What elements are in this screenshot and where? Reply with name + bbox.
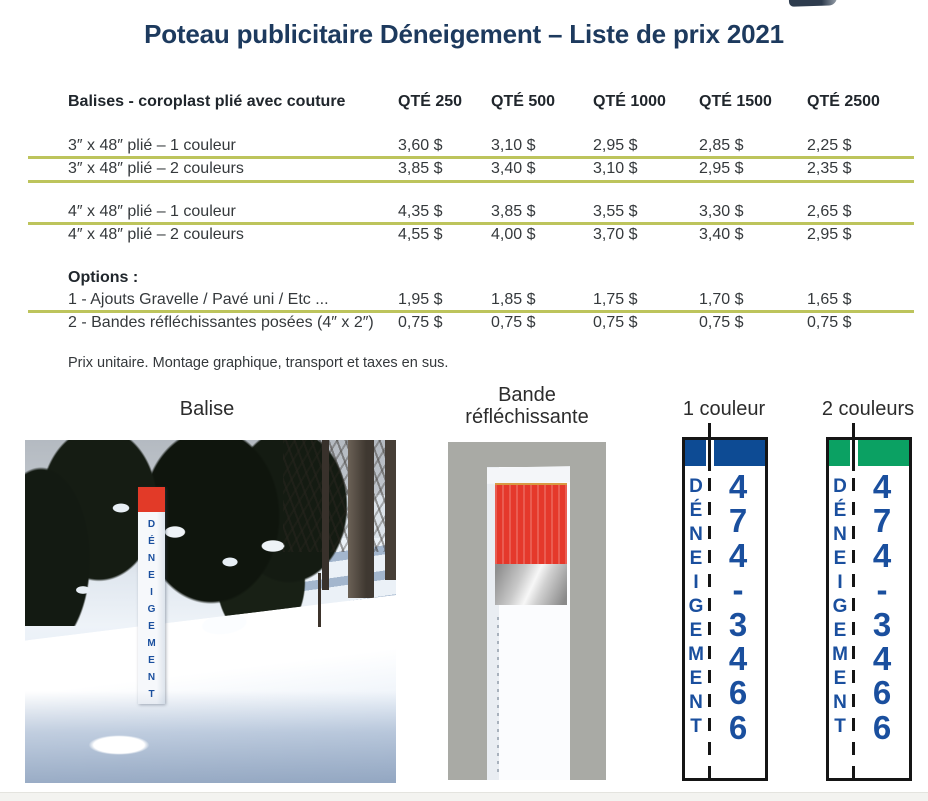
- bande-post-seam: [497, 617, 499, 775]
- photo-bare-branches: [283, 440, 396, 552]
- table-row-option: 2 - Bandes réfléchissantes posées (4″ x …: [68, 312, 918, 334]
- row-label: 1 - Ajouts Gravelle / Pavé uni / Etc ...: [68, 291, 329, 308]
- price-cell: 4,35 $: [398, 203, 443, 220]
- two-colours-caption: 2 couleurs: [821, 398, 915, 420]
- price-cell: 1,65 $: [807, 291, 852, 308]
- price-cell: 1,95 $: [398, 291, 443, 308]
- bande-post: [487, 466, 570, 780]
- reflective-silver-band: [495, 564, 567, 605]
- qty-column-header: QTÉ 250: [398, 93, 463, 110]
- price-cell: 1,75 $: [593, 291, 638, 308]
- price-cell: 1,85 $: [491, 291, 536, 308]
- table-header-label: Balises - coroplast plié avec couture: [68, 93, 346, 110]
- page-bottom-strip: [0, 792, 928, 801]
- price-cell: 3,10 $: [491, 137, 536, 154]
- page-corner-artifact: [788, 0, 838, 7]
- pricing-note: Prix unitaire. Montage graphique, transp…: [68, 355, 449, 371]
- balise-caption: Balise: [179, 398, 235, 420]
- photo-tree-trunk: [322, 440, 329, 590]
- price-cell: 2,85 $: [699, 137, 744, 154]
- price-cell: 3,30 $: [699, 203, 744, 220]
- price-cell: 2,35 $: [807, 160, 852, 177]
- page-title: Poteau publicitaire Déneigement – Liste …: [144, 19, 784, 49]
- fold-line-dashed: [708, 478, 711, 778]
- price-cell: 3,85 $: [398, 160, 443, 177]
- price-cell: 3,40 $: [491, 160, 536, 177]
- row-label: 3″ x 48″ plié – 2 couleurs: [68, 160, 244, 177]
- photo-stick: [318, 573, 321, 627]
- post-header-blue-block: [685, 440, 765, 466]
- price-cell: 0,75 $: [491, 314, 536, 331]
- divider-line: [28, 156, 914, 159]
- fold-line-dashed: [852, 478, 855, 778]
- post-header-green-block: [829, 440, 909, 466]
- price-cell: 3,85 $: [491, 203, 536, 220]
- photo-tree-trunk: [385, 440, 396, 580]
- divider-line: [28, 310, 914, 313]
- table-row: 4″ x 48″ plié – 1 couleur 4,35 $ 3,85 $ …: [68, 201, 918, 223]
- price-cell: 4,55 $: [398, 226, 443, 243]
- price-cell: 3,55 $: [593, 203, 638, 220]
- table-row: 3″ x 48″ plié – 1 couleur 3,60 $ 3,10 $ …: [68, 135, 918, 157]
- table-row: 3″ x 48″ plié – 2 couleurs 3,85 $ 3,40 $…: [68, 158, 918, 180]
- price-cell: 2,25 $: [807, 137, 852, 154]
- photo-sunlit-patch: [73, 729, 165, 761]
- photo-tree-trunk: [348, 440, 374, 598]
- row-label: 4″ x 48″ plié – 1 couleur: [68, 203, 236, 220]
- fold-line-top: [852, 423, 855, 471]
- row-label: 2 - Bandes réfléchissantes posées (4″ x …: [68, 314, 374, 331]
- price-cell: 2,95 $: [699, 160, 744, 177]
- price-cell: 3,70 $: [593, 226, 638, 243]
- price-cell: 2,65 $: [807, 203, 852, 220]
- price-cell: 0,75 $: [593, 314, 638, 331]
- price-cell: 1,70 $: [699, 291, 744, 308]
- divider-line: [28, 180, 914, 183]
- price-cell: 3,10 $: [593, 160, 638, 177]
- qty-column-header: QTÉ 1500: [699, 93, 772, 110]
- table-header-row: Balises - coroplast plié avec couture QT…: [68, 91, 918, 113]
- price-cell: 3,40 $: [699, 226, 744, 243]
- bande-post-top-edge: [487, 466, 570, 484]
- price-cell: 2,95 $: [593, 137, 638, 154]
- price-cell: 0,75 $: [398, 314, 443, 331]
- divider-line: [28, 222, 914, 225]
- one-colour-caption: 1 couleur: [682, 398, 766, 420]
- table-row: 4″ x 48″ plié – 2 couleurs 4,55 $ 4,00 $…: [68, 224, 918, 246]
- qty-column-header: QTÉ 500: [491, 93, 556, 110]
- row-label: 3″ x 48″ plié – 1 couleur: [68, 137, 236, 154]
- fold-line-top: [708, 423, 711, 471]
- price-cell: 0,75 $: [699, 314, 744, 331]
- options-title: Options :: [68, 269, 139, 286]
- table-row-option: 1 - Ajouts Gravelle / Pavé uni / Etc ...…: [68, 289, 918, 311]
- qty-column-header: QTÉ 1000: [593, 93, 666, 110]
- price-cell: 4,00 $: [491, 226, 536, 243]
- price-cell: 2,95 $: [807, 226, 852, 243]
- row-label: 4″ x 48″ plié – 2 couleurs: [68, 226, 244, 243]
- price-cell: 3,60 $: [398, 137, 443, 154]
- qty-column-header: QTÉ 2500: [807, 93, 880, 110]
- bande-caption: Bande réfléchissante: [465, 384, 589, 428]
- reflective-red-band: [495, 483, 567, 564]
- price-cell: 0,75 $: [807, 314, 852, 331]
- balise-post-red-top: [138, 487, 165, 512]
